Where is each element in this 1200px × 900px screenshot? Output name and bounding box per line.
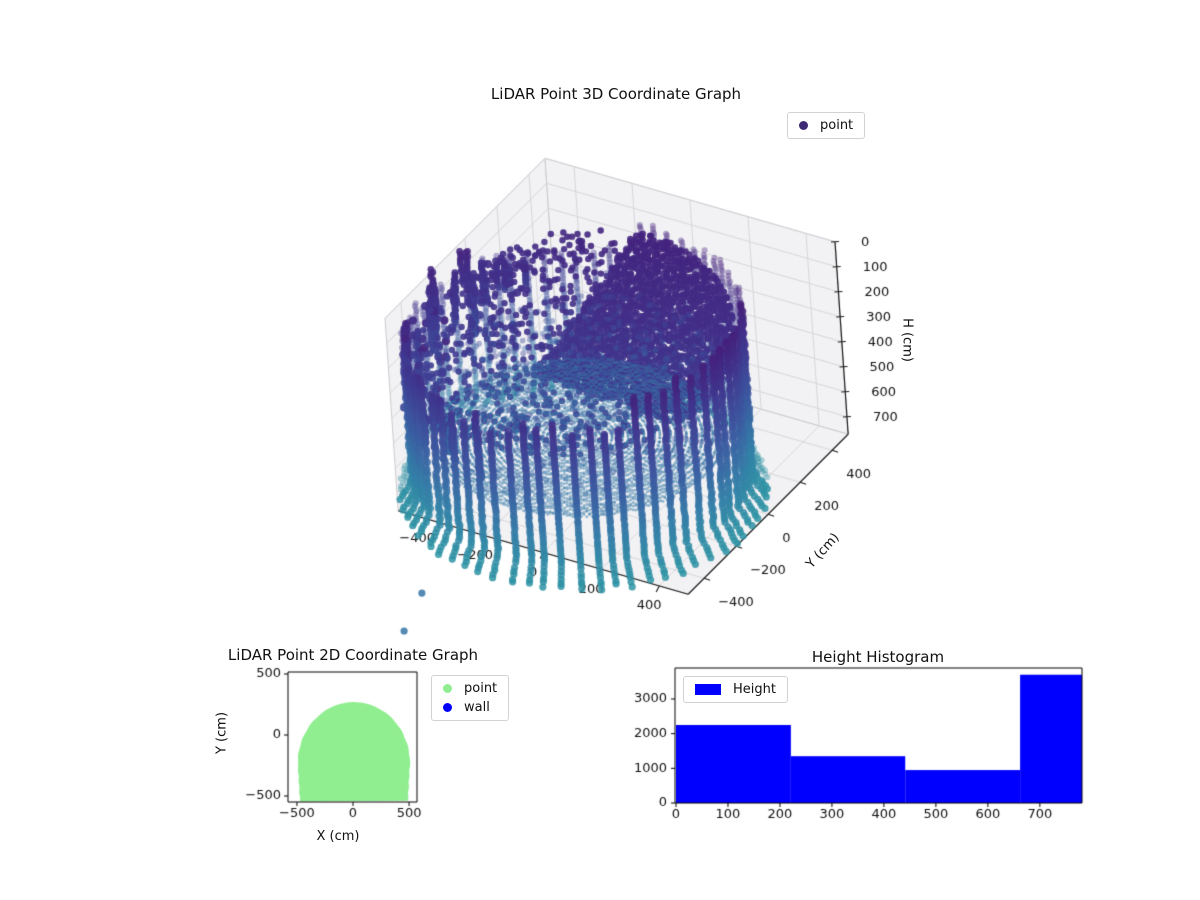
plot3d-legend: point [787,112,866,139]
point-marker-icon [799,121,808,130]
legend-item-wall: wall [443,698,497,717]
histogram-legend: Height [683,676,788,703]
legend-label: wall [464,700,490,715]
wall-marker-icon [443,703,452,712]
legend-item-height: Height [695,680,776,699]
legend-label: point [820,118,854,133]
legend-label: point [464,681,498,696]
height-swatch-icon [695,684,721,695]
legend-label: Height [733,682,776,697]
point-marker-icon [443,684,452,693]
legend-item-point: point [799,116,853,135]
plot2d-legend: point wall [431,675,510,721]
legend-item-point: point [443,679,497,698]
